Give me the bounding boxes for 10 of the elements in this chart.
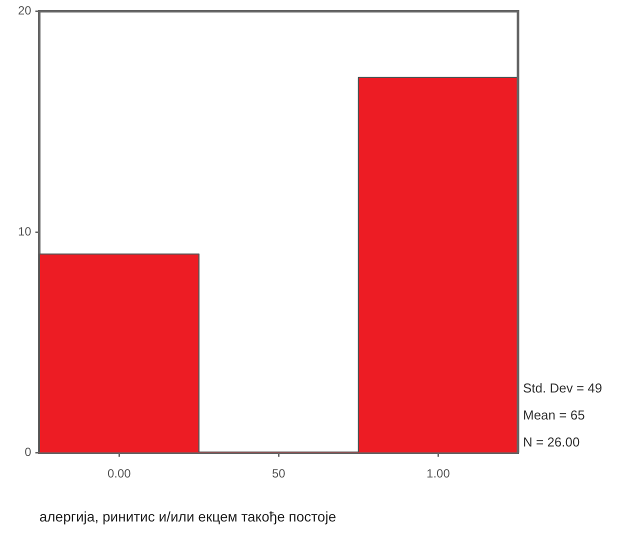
text: N = 26.00 <box>523 434 580 450</box>
y-tick-label: 20 <box>18 4 32 18</box>
x-tick-label: 1.00 <box>426 466 450 480</box>
text: Mean = 65 <box>523 407 585 422</box>
y-tick-label: 10 <box>18 224 32 238</box>
x-tick-label: 50 <box>272 466 286 480</box>
text: Std. Dev = 49 <box>523 380 602 396</box>
x-axis-title: алергија, ринитис и/или екцем такође постоје <box>39 508 336 524</box>
y-tick-label: 0 <box>24 445 32 460</box>
x-tick-label: 0.00 <box>107 466 132 480</box>
